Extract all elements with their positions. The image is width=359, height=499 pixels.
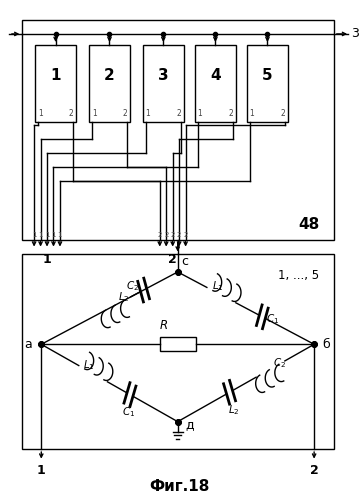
Text: 1: 1 [250,109,255,118]
Text: $L_1$: $L_1$ [83,358,95,372]
Bar [195,45,236,122]
Text: 1: 1 [58,232,62,238]
Text: 2: 2 [310,464,318,477]
Text: с: с [181,255,188,268]
Bar [35,45,76,122]
Bar [143,45,184,122]
Text: 2: 2 [158,232,162,238]
Text: 4: 4 [210,68,221,83]
Text: 2: 2 [176,109,181,118]
Bar [22,254,334,449]
Text: 2: 2 [104,68,115,83]
Text: 1: 1 [146,109,150,118]
Text: 1: 1 [50,68,61,83]
Text: 2: 2 [164,232,168,238]
Text: 1: 1 [43,253,51,266]
Text: $C_1$: $C_1$ [266,312,279,326]
Text: Фиг.18: Фиг.18 [149,479,210,494]
Bar [89,45,130,122]
Text: 2: 2 [177,232,181,238]
Text: 5: 5 [262,68,273,83]
Text: 1, ..., 5: 1, ..., 5 [278,269,320,282]
Text: 2: 2 [69,109,74,118]
Text: $C_2$: $C_2$ [126,279,139,293]
Text: 1: 1 [32,232,36,238]
Text: 1: 1 [92,109,97,118]
Text: 2: 2 [280,109,285,118]
Text: 48: 48 [298,217,320,232]
Text: 3: 3 [158,68,169,83]
Text: 3: 3 [351,27,359,40]
Text: 1: 1 [45,232,49,238]
Text: 1: 1 [197,109,202,118]
Text: 1: 1 [37,464,46,477]
Text: 1: 1 [38,109,43,118]
Text: 2: 2 [228,109,233,118]
Text: $L_2$: $L_2$ [118,290,129,304]
Text: б: б [322,338,330,351]
Text: $L_1$: $L_1$ [212,279,224,293]
Bar [22,20,334,240]
Text: 2: 2 [183,232,188,238]
Text: 2: 2 [122,109,127,118]
Text: 2: 2 [168,253,177,266]
Text: 1: 1 [51,232,56,238]
Text: $C_1$: $C_1$ [122,405,135,419]
Bar [160,337,196,351]
Text: 1: 1 [38,232,43,238]
Text: $R$: $R$ [159,319,168,332]
Text: д: д [186,418,194,431]
Text: $L_2$: $L_2$ [228,403,240,417]
Text: а: а [24,338,32,351]
Bar [247,45,288,122]
Text: $C_2$: $C_2$ [273,356,286,370]
Text: 2: 2 [171,232,175,238]
